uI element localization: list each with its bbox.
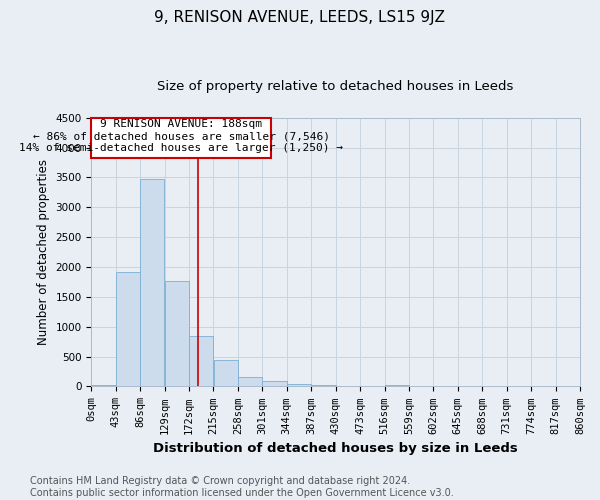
Bar	[189, 336, 214, 386]
Text: 9, RENISON AVENUE, LEEDS, LS15 9JZ: 9, RENISON AVENUE, LEEDS, LS15 9JZ	[155, 10, 445, 25]
Bar	[116, 272, 140, 386]
Bar	[311, 384, 335, 386]
Y-axis label: Number of detached properties: Number of detached properties	[37, 159, 50, 345]
X-axis label: Distribution of detached houses by size in Leeds: Distribution of detached houses by size …	[153, 442, 518, 455]
Bar	[238, 377, 262, 386]
Text: ← 86% of detached houses are smaller (7,546): ← 86% of detached houses are smaller (7,…	[33, 132, 330, 141]
Bar	[385, 384, 409, 386]
Bar	[287, 384, 311, 386]
Text: 9 RENISON AVENUE: 188sqm: 9 RENISON AVENUE: 188sqm	[100, 119, 262, 129]
Bar	[140, 178, 164, 386]
Text: 14% of semi-detached houses are larger (1,250) →: 14% of semi-detached houses are larger (…	[19, 143, 343, 153]
Bar	[262, 381, 287, 386]
Title: Size of property relative to detached houses in Leeds: Size of property relative to detached ho…	[157, 80, 514, 93]
FancyBboxPatch shape	[91, 118, 271, 158]
Text: Contains HM Land Registry data © Crown copyright and database right 2024.
Contai: Contains HM Land Registry data © Crown c…	[30, 476, 454, 498]
Bar	[214, 360, 238, 386]
Bar	[165, 281, 189, 386]
Bar	[91, 384, 116, 386]
